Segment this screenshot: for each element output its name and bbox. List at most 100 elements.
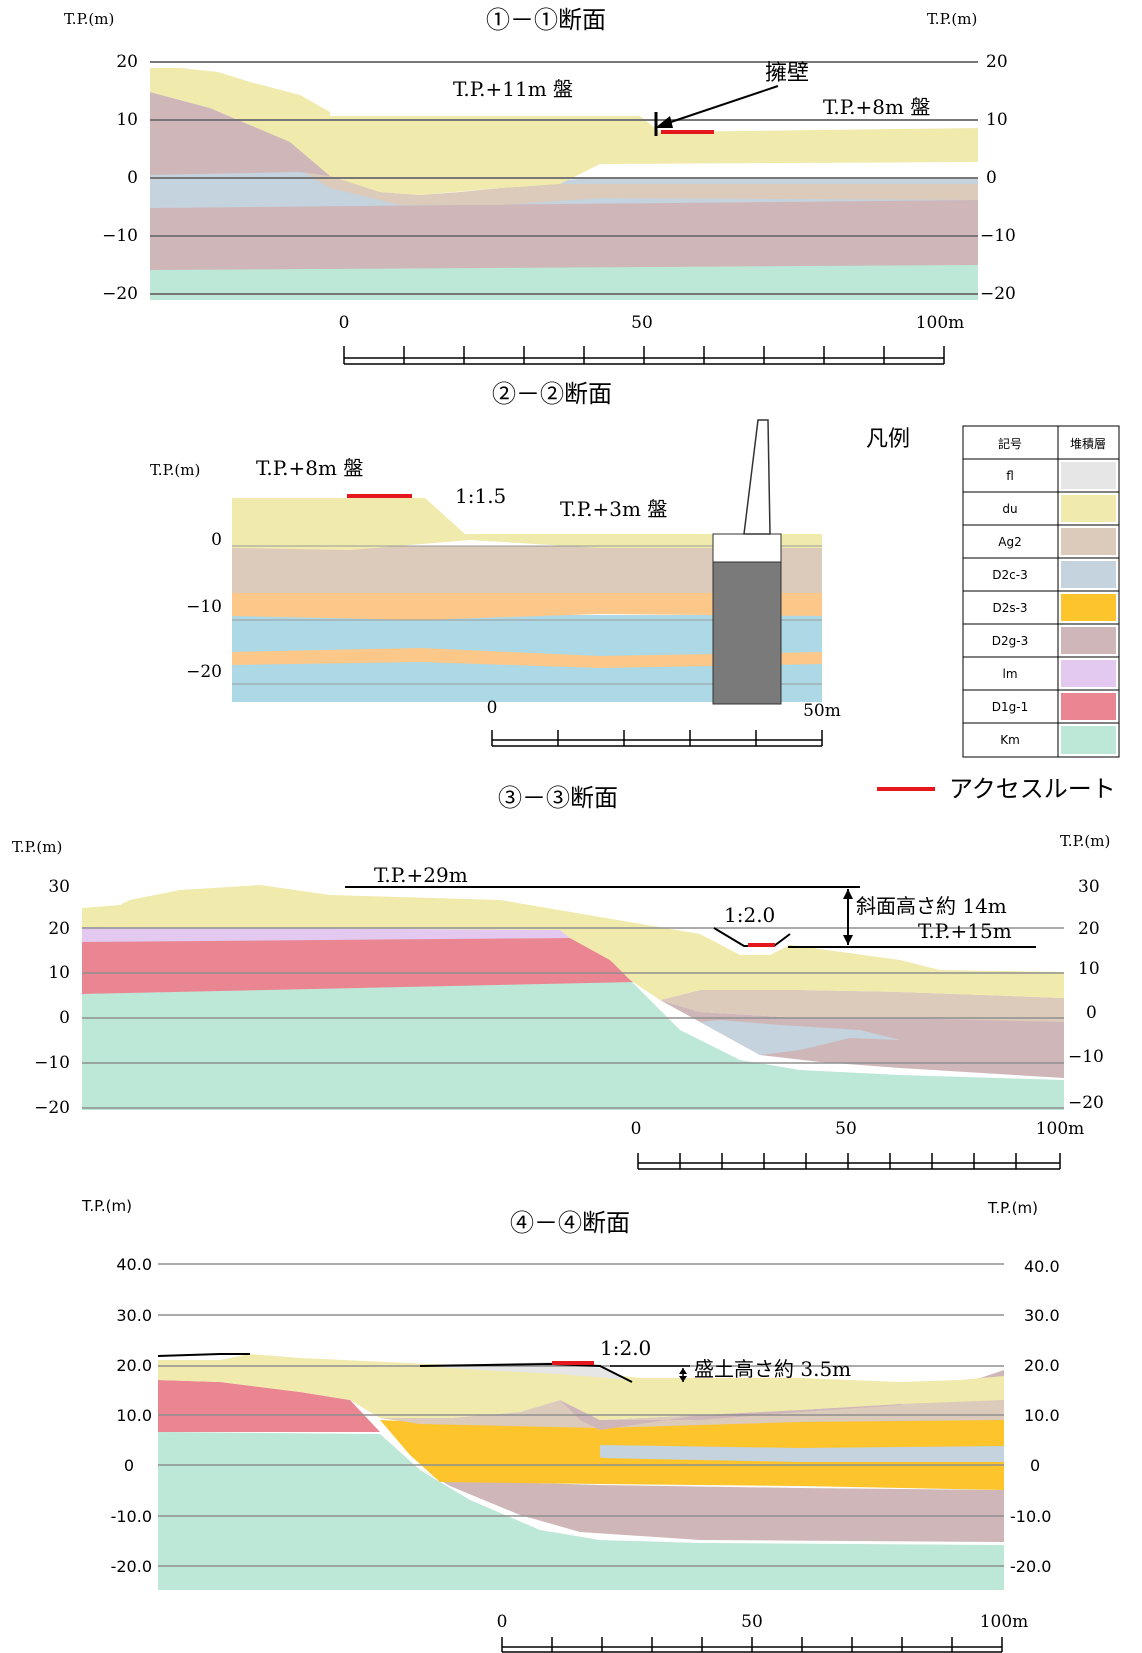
y-tick-label: 40.0 [1024,1257,1060,1276]
y-tick-label: −10 [34,1053,70,1073]
legend-symbol: lm [1002,667,1017,681]
d2s3-lens [420,1448,620,1468]
section-4-y-axis-left: 40.0 30.0 20.0 10.0 0 -10.0 -20.0 [111,1255,152,1576]
d2g3-layer [150,198,978,270]
slope-ratio-label: 1:2.0 [600,1336,651,1360]
section-4-unit-right: T.P.(m) [987,1199,1038,1217]
legend-symbol: D2g-3 [992,634,1028,648]
y-tick-label: −20 [980,284,1016,304]
du-layer [158,1354,1004,1420]
y-tick-label: −10 [980,226,1016,246]
platform-11m-label: T.P.+11m 盤 [453,77,573,101]
fill-slope-line [157,1353,250,1357]
legend-symbol: Km [1000,733,1020,747]
legend-symbol: D2c-3 [992,568,1027,582]
section-4-title: ④－④断面 [510,1209,630,1237]
section-1-y-axis-left: 20 10 0 −10 −20 [102,52,138,304]
section-3-unit-right: T.P.(m) [1060,832,1110,850]
legend-symbol: fl [1006,469,1014,483]
d1g1-layer [82,938,635,994]
y-tick-label: 30 [48,877,70,897]
legend-symbol: du [1002,502,1017,516]
retaining-wall-label: 擁壁 [765,61,809,86]
legend-symbols: fl du Ag2 D2c-3 D2s-3 D2g-3 lm D1g-1 Km [992,469,1028,747]
platform-8m-label: T.P.+8m 盤 [256,456,363,480]
section-2-title: ②－②断面 [492,380,612,408]
d2g3-upper-layer [150,92,330,176]
y-tick-label: 0 [59,1008,70,1028]
section-2: ②－②断面 T.P.(m) 0 −10 −20 T.P.+8m 盤 1:1.5 … [150,380,841,747]
section-4-annotations: 1:2.0 盛土高さ約 3.5m [157,1336,851,1383]
ag2-layer [660,990,1064,1022]
x-tick-label: 50 [835,1119,857,1139]
slope-ratio-label: 1:1.5 [455,484,506,508]
y-tick-label: -10.0 [111,1507,152,1526]
ag2-layer [150,98,978,205]
section-2-scale: 0 50m [487,698,841,747]
fill-height-label: 盛土高さ約 3.5m [694,1357,851,1381]
y-tick-label: −20 [34,1098,70,1118]
section-1: ①－①断面 T.P.(m) T.P.(m) 20 10 0 −10 −20 20… [64,6,1016,365]
y-tick-label: 0 [211,530,222,550]
section-3-gridlines [82,927,1064,1109]
y-tick-label: 40.0 [116,1255,152,1274]
y-tick-label: −20 [186,662,222,682]
legend-swatch-ag2 [1061,528,1116,555]
x-tick-label: 100m [980,1612,1029,1632]
section-3-y-axis-right: 30 20 10 0 −10 −20 [1068,877,1104,1113]
legend-swatch-km [1061,726,1116,754]
legend-swatches [1061,462,1116,754]
section-3-unit-left: T.P.(m) [12,838,62,856]
y-tick-label: 20.0 [116,1356,152,1375]
y-tick-label: −20 [1068,1093,1104,1113]
section-2-unit: T.P.(m) [150,461,200,479]
y-tick-label: 0 [1086,1003,1097,1023]
s2-orange-lower-layer [232,648,822,668]
legend-symbol: Ag2 [998,535,1021,549]
x-tick-label: 100m [1036,1119,1085,1139]
legend-title: 凡例 [866,427,910,452]
y-tick-label: −20 [102,284,138,304]
dimension-arrow-bottom [843,935,853,945]
y-tick-label: 0 [127,168,138,188]
section-2-y-axis: 0 −10 −20 [186,530,222,682]
y-tick-label: 10 [116,110,138,130]
x-tick-label: 50 [741,1612,763,1632]
section-3-title: ③－③断面 [498,784,618,812]
section-3-y-axis-left: 30 20 10 0 −10 −20 [34,877,70,1118]
legend-swatch-d1g1 [1061,693,1116,720]
y-tick-label: 10 [986,110,1008,130]
legend-swatch-du [1061,495,1116,522]
y-tick-label: 30.0 [116,1306,152,1325]
km-layer [82,980,1064,1110]
legend-swatch-d2c3 [1061,561,1116,588]
section-3-scale: 0 50 100m [631,1119,1085,1170]
y-tick-label: 10.0 [1024,1406,1060,1425]
y-tick-label: 0 [124,1456,134,1475]
x-tick-label: 100m [916,313,965,333]
retaining-wall-arrow [661,85,779,126]
retaining-wall-arrowhead [655,116,673,128]
legend-header-symbol: 記号 [998,436,1022,451]
x-tick-label: 0 [497,1612,508,1632]
section-4-scale: 0 50 100m [497,1612,1029,1653]
y-tick-label: 30.0 [1024,1306,1060,1325]
y-tick-label: 0 [986,168,997,188]
section-1-title: ①－①断面 [486,6,606,34]
section-3-annotations: T.P.+29m 1:2.0 斜面高さ約 14m T.P.+15m [345,863,1036,948]
km-layer [158,1432,1004,1590]
legend: 凡例 記号 堆積層 fl du Ag2 D2c-3 D2s-3 D2g-3 lm… [866,425,1120,803]
s2-orange-upper-layer [232,588,822,620]
legend-symbol: D1g-1 [992,700,1028,714]
platform-8m-label: T.P.+8m 盤 [823,95,930,119]
legend-header-layer: 堆積層 [1070,436,1106,451]
y-tick-label: −10 [102,226,138,246]
platform-3m-label: T.P.+3m 盤 [560,497,667,521]
dimension-arrow-bottom [679,1376,687,1382]
x-tick-label: 0 [487,698,498,718]
section-4: ④－④断面 T.P.(m) T.P.(m) 40.0 30.0 20.0 10.… [81,1197,1060,1653]
slope-height-label: 斜面高さ約 14m [856,894,1007,918]
y-tick-label: 20.0 [1024,1356,1060,1375]
du-layer [150,68,978,195]
tp15-label: T.P.+15m [918,919,1012,943]
